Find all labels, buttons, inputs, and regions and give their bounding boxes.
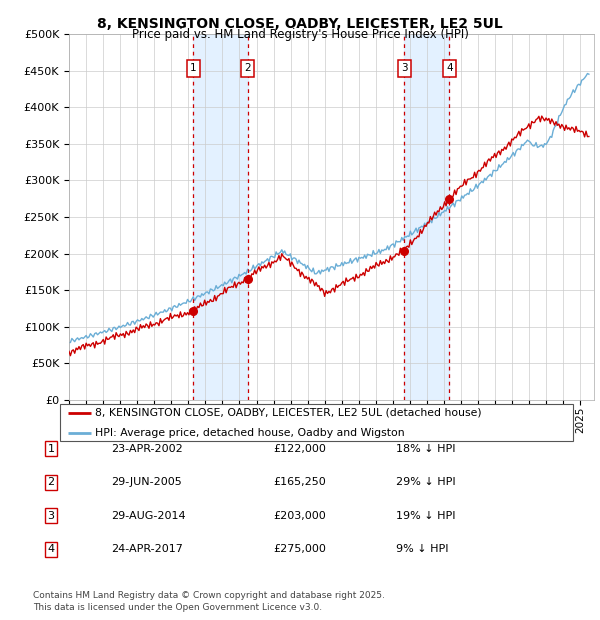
Text: £203,000: £203,000 xyxy=(273,511,326,521)
Text: Price paid vs. HM Land Registry's House Price Index (HPI): Price paid vs. HM Land Registry's House … xyxy=(131,28,469,41)
Bar xyxy=(193,34,248,400)
Text: £122,000: £122,000 xyxy=(273,444,326,454)
Text: 24-APR-2017: 24-APR-2017 xyxy=(111,544,183,554)
Text: 9% ↓ HPI: 9% ↓ HPI xyxy=(396,544,449,554)
Text: HPI: Average price, detached house, Oadby and Wigston: HPI: Average price, detached house, Oadb… xyxy=(95,428,404,438)
Text: 8, KENSINGTON CLOSE, OADBY, LEICESTER, LE2 5UL: 8, KENSINGTON CLOSE, OADBY, LEICESTER, L… xyxy=(97,17,503,32)
Text: 2: 2 xyxy=(47,477,55,487)
Text: 1: 1 xyxy=(190,63,197,74)
Text: Contains HM Land Registry data © Crown copyright and database right 2025.
This d: Contains HM Land Registry data © Crown c… xyxy=(33,591,385,612)
Text: 29-AUG-2014: 29-AUG-2014 xyxy=(111,511,185,521)
Text: £275,000: £275,000 xyxy=(273,544,326,554)
Bar xyxy=(404,34,449,400)
Text: 8, KENSINGTON CLOSE, OADBY, LEICESTER, LE2 5UL (detached house): 8, KENSINGTON CLOSE, OADBY, LEICESTER, L… xyxy=(95,408,482,418)
Text: 1: 1 xyxy=(47,444,55,454)
Text: 3: 3 xyxy=(47,511,55,521)
Text: 29-JUN-2005: 29-JUN-2005 xyxy=(111,477,182,487)
Text: 18% ↓ HPI: 18% ↓ HPI xyxy=(396,444,455,454)
Text: 4: 4 xyxy=(47,544,55,554)
Text: 23-APR-2002: 23-APR-2002 xyxy=(111,444,183,454)
Text: 29% ↓ HPI: 29% ↓ HPI xyxy=(396,477,455,487)
FancyBboxPatch shape xyxy=(60,404,573,441)
Text: £165,250: £165,250 xyxy=(273,477,326,487)
Text: 2: 2 xyxy=(244,63,251,74)
Text: 3: 3 xyxy=(401,63,407,74)
Text: 4: 4 xyxy=(446,63,453,74)
Text: 19% ↓ HPI: 19% ↓ HPI xyxy=(396,511,455,521)
